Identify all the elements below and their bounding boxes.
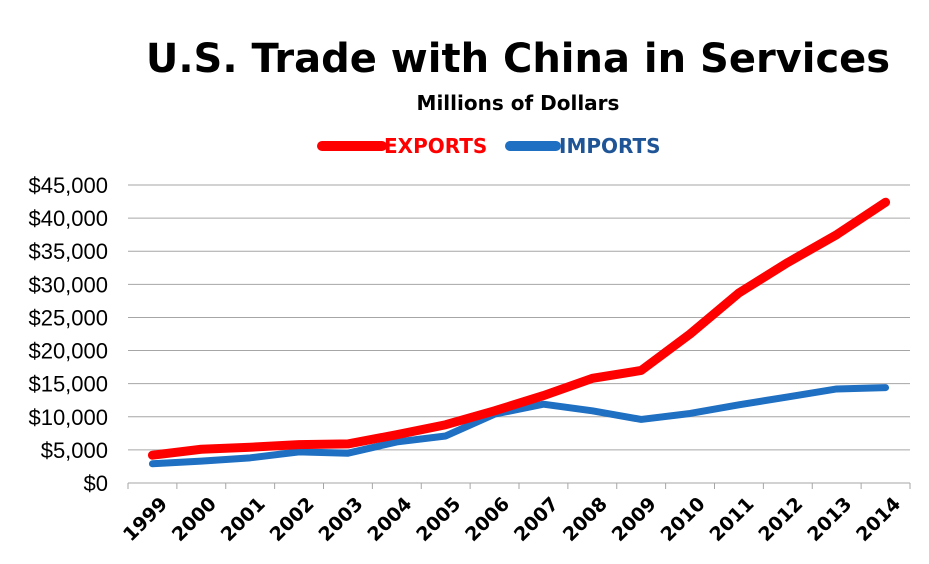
legend-label-imports: IMPORTS	[559, 134, 661, 158]
x-tick-label: 2001	[217, 493, 270, 546]
y-tick-label: $10,000	[28, 405, 108, 430]
series-line-exports	[147, 197, 891, 460]
chart-title: U.S. Trade with China in Services	[146, 36, 890, 82]
x-tick-label: 2003	[315, 493, 368, 546]
y-tick-label: $5,000	[41, 438, 108, 463]
y-tick-label: $0	[84, 471, 108, 496]
y-tick-label: $25,000	[28, 305, 108, 330]
x-tick-label: 2007	[510, 493, 563, 546]
y-tick-label: $45,000	[28, 173, 108, 198]
x-tick-label: 2012	[754, 493, 807, 546]
x-tick-label: 2011	[706, 493, 759, 546]
legend-label-exports: EXPORTS	[384, 134, 487, 158]
x-tick-label: 2009	[608, 493, 661, 546]
chart-subtitle: Millions of Dollars	[417, 91, 620, 115]
y-tick-label: $30,000	[28, 272, 108, 297]
x-tick-label: 2004	[363, 493, 416, 546]
legend: EXPORTS IMPORTS	[317, 134, 661, 158]
series-lines	[147, 197, 891, 468]
x-tick-label: 2014	[852, 493, 905, 546]
x-tick-label: 2013	[803, 493, 856, 546]
y-tick-label: $20,000	[28, 339, 108, 364]
y-axis-ticks: $0 $5,000 $10,000 $15,000 $20,000 $25,000 $30,…	[28, 173, 108, 496]
gridlines	[127, 184, 911, 489]
x-tick-label: 2005	[412, 493, 465, 546]
x-tick-label: 2006	[461, 493, 514, 546]
x-tick-label: 1999	[119, 493, 172, 546]
x-tick-label: 2008	[559, 493, 612, 546]
y-tick-label: $35,000	[28, 239, 108, 264]
x-tick-label: 2002	[266, 493, 319, 546]
y-tick-label: $15,000	[28, 372, 108, 397]
x-tick-label: 2000	[168, 493, 221, 546]
series-line-imports	[148, 384, 890, 468]
x-axis-ticks: 1999200020012002200320042005200620072008…	[119, 493, 905, 546]
x-tick-label: 2010	[657, 493, 710, 546]
y-tick-label: $40,000	[28, 206, 108, 231]
